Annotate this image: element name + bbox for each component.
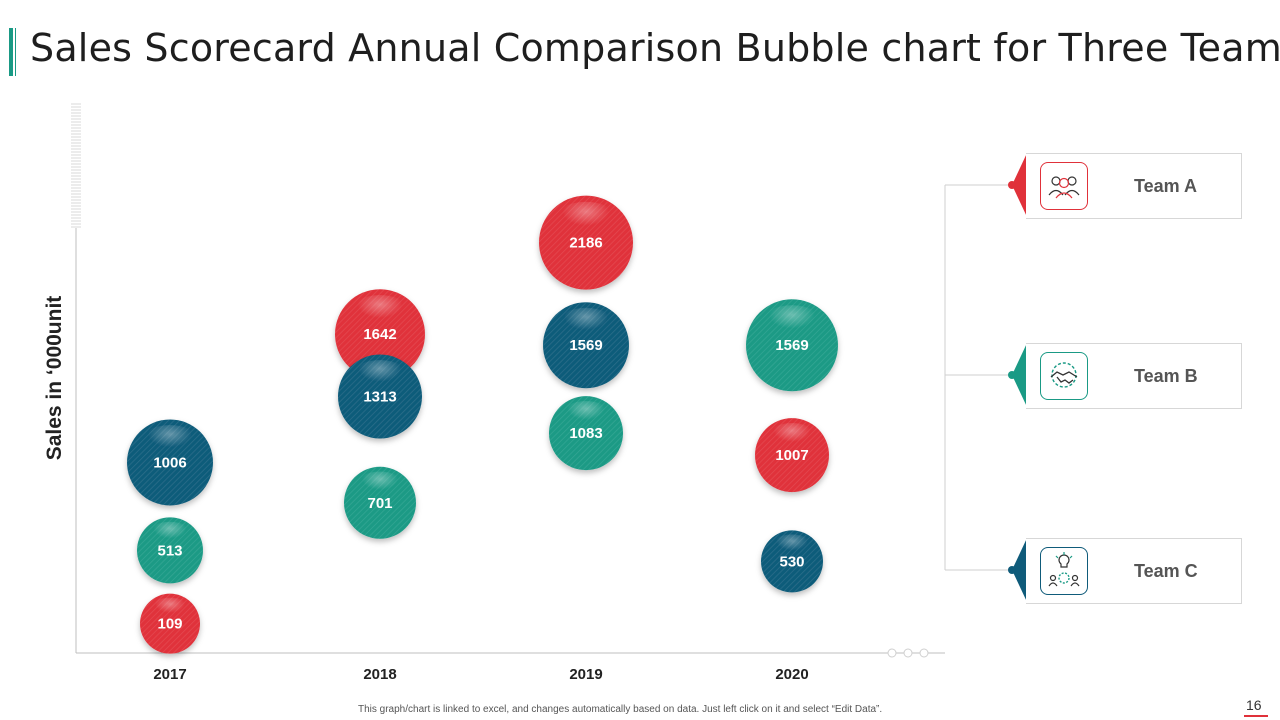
bubble-series[interactable]: 109 513 1006 701 1642 1313 2186 1569 1083 1569 100… — [127, 195, 838, 654]
legend-pointer-team-c — [1008, 538, 1027, 602]
bubble-gloss — [354, 471, 406, 502]
handshake-gear-icon — [1040, 352, 1088, 400]
x-tick-label-2019: 2019 — [569, 666, 602, 683]
bubble-team-b-2017[interactable]: 513 — [137, 517, 203, 584]
title-accent-line — [15, 28, 16, 76]
bubble-gloss — [555, 307, 617, 344]
page-number: 16 — [1246, 697, 1262, 713]
legend-item-team-c[interactable]: Team C — [1026, 538, 1242, 604]
y-axis-label: Sales in ‘000unit — [43, 296, 66, 461]
bubble-gloss — [139, 425, 201, 462]
bubble-value-label: 1083 — [569, 425, 602, 442]
legend-item-team-a[interactable]: Team A — [1026, 153, 1242, 219]
legend-item-team-b[interactable]: Team B — [1026, 343, 1242, 409]
x-axis-tick-labels: 2017 2018 2019 2020 — [153, 666, 808, 683]
legend-label-team-c: Team C — [1134, 561, 1198, 581]
page-title: Sales Scorecard Annual Comparison Bubble… — [30, 26, 1280, 70]
bubble-gloss — [770, 534, 814, 561]
bubble-team-a-2017[interactable]: 109 — [140, 593, 200, 654]
bubble-value-label: 1313 — [363, 389, 396, 406]
bubble-team-b-2019[interactable]: 1083 — [549, 396, 623, 471]
bubble-team-a-2018[interactable]: 1642 — [335, 289, 425, 380]
bubble-team-b-2020[interactable]: 1569 — [746, 299, 838, 392]
bubble-gloss — [560, 400, 612, 433]
bubble-team-c-2018[interactable]: 1313 — [338, 354, 422, 439]
footer-note: This graph/chart is linked to excel, and… — [358, 704, 883, 715]
bubble-value-label: 701 — [367, 495, 392, 512]
bubble-team-a-2020[interactable]: 1007 — [755, 418, 829, 493]
bubble-gloss — [348, 295, 412, 333]
bubble-value-label: 513 — [157, 542, 182, 559]
bubble-gloss — [146, 521, 194, 550]
legend-label-team-b: Team B — [1134, 366, 1198, 386]
bubble-value-label: 1006 — [153, 454, 186, 471]
axis-end-dots — [887, 648, 929, 658]
bubble-team-b-2018[interactable]: 701 — [344, 466, 416, 539]
bubble-value-label: 1569 — [569, 337, 602, 354]
x-tick-label-2017: 2017 — [153, 666, 186, 683]
bubble-value-label: 530 — [779, 553, 804, 570]
bubble-team-c-2017[interactable]: 1006 — [127, 419, 213, 506]
bubble-value-label: 109 — [157, 616, 182, 633]
x-tick-label-2018: 2018 — [363, 666, 396, 683]
legend-connector — [944, 184, 1012, 571]
bubble-gloss — [149, 597, 191, 623]
bubble-gloss — [553, 201, 619, 242]
page-number-underline — [1244, 715, 1268, 717]
bubble-gloss — [350, 359, 410, 396]
bubble-value-label: 2186 — [569, 235, 602, 252]
title-accent-bar — [9, 28, 13, 76]
legend-pointer-team-b — [1008, 343, 1027, 407]
bubble-gloss — [759, 305, 825, 344]
legend-pointer-team-a — [1008, 153, 1027, 217]
idea-team-icon — [1040, 547, 1088, 595]
bubble-value-label: 1642 — [363, 326, 396, 343]
bubble-value-label: 1569 — [775, 337, 808, 354]
bubble-gloss — [766, 422, 818, 455]
x-tick-label-2020: 2020 — [775, 666, 808, 683]
bubble-team-c-2019[interactable]: 1569 — [543, 302, 629, 389]
team-people-icon — [1040, 162, 1088, 210]
bubble-value-label: 1007 — [775, 447, 808, 464]
bubble-team-a-2019[interactable]: 2186 — [539, 195, 633, 290]
legend-label-team-a: Team A — [1134, 176, 1198, 196]
bubble-team-c-2020[interactable]: 530 — [761, 530, 823, 593]
y-axis-scale-ticks — [71, 103, 81, 228]
